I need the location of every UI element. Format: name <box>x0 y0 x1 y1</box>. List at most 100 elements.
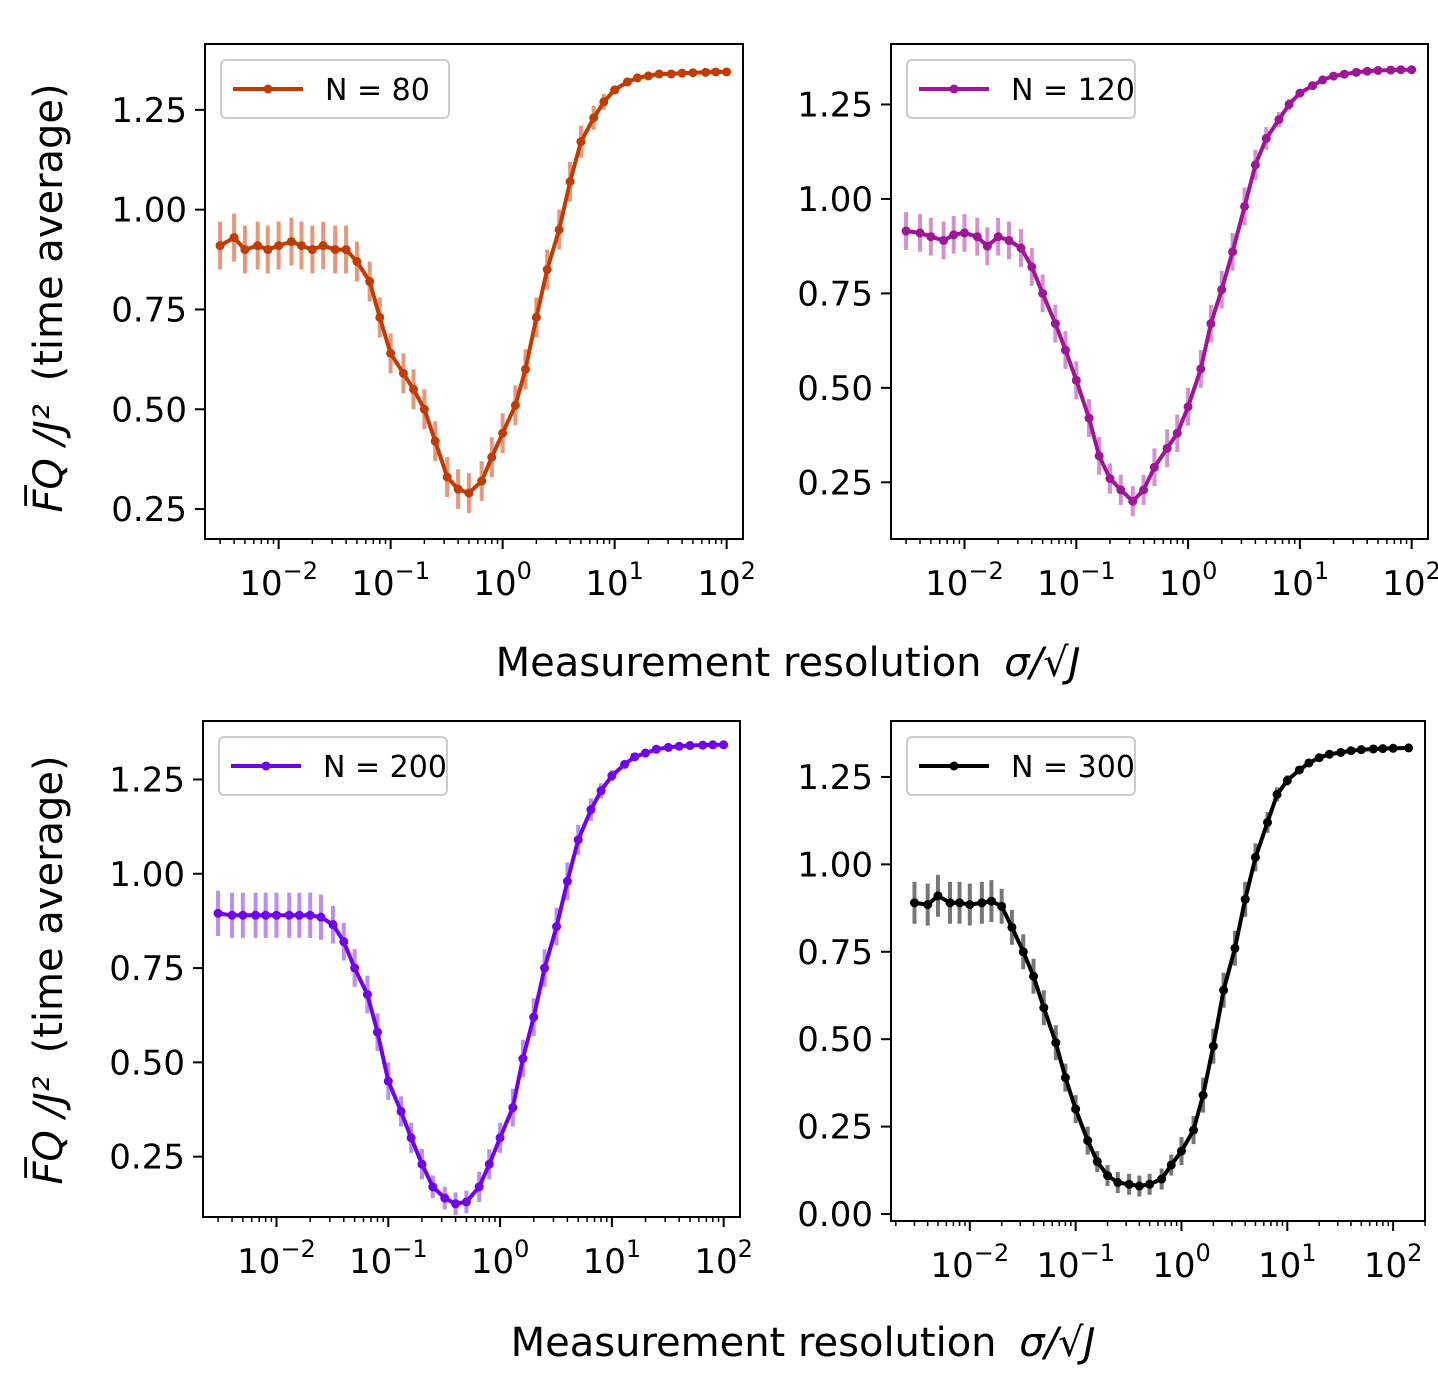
data-point <box>406 1133 416 1143</box>
data-point <box>926 232 936 242</box>
x-tick-label: 102 <box>697 557 756 604</box>
data-point <box>1250 852 1260 862</box>
legend-marker <box>949 761 959 771</box>
data-point <box>933 891 943 901</box>
x-tick-exponent: 0 <box>1195 1239 1210 1267</box>
data-point <box>297 241 307 251</box>
x-tick-label: 101 <box>583 1235 642 1282</box>
x-tick-exponent: 1 <box>1314 557 1329 585</box>
data-point <box>495 1133 505 1143</box>
legend-frame <box>220 59 450 119</box>
series-line <box>219 69 727 496</box>
data-point <box>1304 758 1314 768</box>
data-point <box>997 901 1007 911</box>
y-tick-label: 1.00 <box>109 855 185 895</box>
data-group <box>213 740 729 1216</box>
x-tick-exponent: −1 <box>1080 1239 1115 1267</box>
x-tick-label: 101 <box>1271 557 1330 604</box>
data-point <box>284 910 294 920</box>
data-point <box>1263 817 1273 827</box>
x-tick-exponent: −1 <box>392 1235 427 1263</box>
x-tick-exponent: 2 <box>741 557 756 585</box>
data-point <box>1103 1171 1113 1181</box>
x-tick-exponent: 1 <box>626 1235 641 1263</box>
data-point <box>1124 1179 1134 1189</box>
data-point <box>383 1076 393 1086</box>
data-point <box>719 740 729 750</box>
y-tick-label: 0.75 <box>109 949 185 989</box>
data-point <box>1240 201 1250 211</box>
data-point <box>1336 747 1346 757</box>
data-point <box>939 235 949 245</box>
data-point <box>1339 69 1349 79</box>
data-point <box>698 740 708 750</box>
data-point <box>1208 1041 1218 1051</box>
y-tick-label: 1.25 <box>797 85 873 125</box>
data-point <box>1351 67 1361 77</box>
xlabel-math-bottom: σ/√J <box>1019 1320 1095 1366</box>
x-tick-label: 100 <box>1152 1239 1211 1286</box>
axes-frame <box>204 43 744 540</box>
data-point <box>477 476 487 486</box>
ylabel-math-top: F̅Q /J² <box>24 404 72 513</box>
data-point <box>510 400 520 410</box>
data-point <box>518 1054 528 1064</box>
data-point <box>960 228 970 238</box>
x-tick-base: 10 <box>697 564 740 604</box>
data-point <box>1157 1174 1167 1184</box>
data-point <box>1176 1146 1186 1156</box>
data-point <box>1386 65 1396 75</box>
y-tick-label: 0.50 <box>797 369 873 409</box>
data-point <box>1060 345 1070 355</box>
x-tick-exponent: −2 <box>974 1239 1009 1267</box>
data-point <box>1228 247 1238 257</box>
data-point <box>305 910 315 920</box>
legend-marker <box>263 84 273 94</box>
data-point <box>1388 743 1398 753</box>
x-tick-label: 102 <box>694 1235 753 1282</box>
data-point <box>1128 496 1138 506</box>
x-tick-base: 10 <box>925 564 968 604</box>
data-point <box>986 896 996 906</box>
x-tick-exponent: 2 <box>1426 557 1438 585</box>
x-tick-exponent: 1 <box>629 557 644 585</box>
data-point <box>1318 75 1328 85</box>
data-point <box>607 771 617 781</box>
data-point <box>362 989 372 999</box>
data-point <box>521 364 531 374</box>
data-point <box>316 912 326 922</box>
data-point <box>632 73 642 83</box>
data-point <box>1060 1073 1070 1083</box>
x-tick-label: 10−2 <box>239 557 318 604</box>
data-point <box>599 97 609 107</box>
data-point <box>1274 115 1284 125</box>
data-point <box>372 1027 382 1037</box>
x-tick-label: 100 <box>471 1235 530 1282</box>
x-tick-exponent: −2 <box>283 557 318 585</box>
data-point <box>708 740 718 750</box>
data-point <box>641 748 651 758</box>
data-point <box>1172 428 1182 438</box>
data-point <box>1346 746 1356 756</box>
data-point <box>1356 745 1366 755</box>
data-point <box>272 910 282 920</box>
data-point <box>1250 160 1260 170</box>
data-point <box>307 245 317 255</box>
y-tick-label: 1.25 <box>109 760 185 800</box>
x-tick-base: 10 <box>1036 1246 1079 1286</box>
data-point <box>328 920 338 930</box>
data-point <box>531 312 541 322</box>
data-point <box>1071 1104 1081 1114</box>
data-point <box>1094 451 1104 461</box>
data-point <box>1113 1178 1123 1188</box>
x-tick-exponent: 0 <box>514 1235 529 1263</box>
y-tick-label: 0.25 <box>109 1138 185 1178</box>
y-tick-label: 0.75 <box>797 933 873 973</box>
data-point <box>630 752 640 762</box>
y-tick-label: 0.25 <box>111 490 187 530</box>
data-point <box>565 177 575 187</box>
data-point <box>215 241 225 251</box>
y-tick-label: 0.00 <box>797 1195 873 1235</box>
series-line <box>905 67 1412 504</box>
data-point <box>263 245 273 255</box>
